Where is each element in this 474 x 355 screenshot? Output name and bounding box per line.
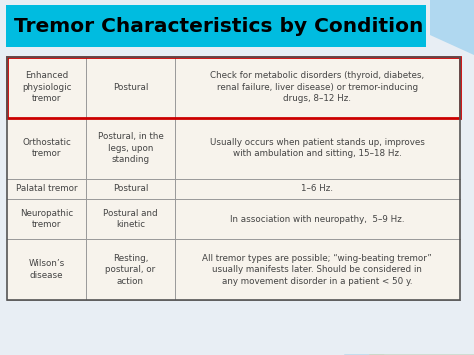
Text: Postural: Postural xyxy=(113,83,148,92)
Text: Orthostatic
tremor: Orthostatic tremor xyxy=(22,138,71,158)
Text: All tremor types are possible; “wing-beating tremor”
usually manifests later. Sh: All tremor types are possible; “wing-bea… xyxy=(202,254,432,285)
Text: Tremor Characteristics by Condition: Tremor Characteristics by Condition xyxy=(14,16,423,36)
Text: 1–6 Hz.: 1–6 Hz. xyxy=(301,184,333,193)
FancyBboxPatch shape xyxy=(6,5,426,47)
FancyBboxPatch shape xyxy=(7,57,460,118)
Text: Usually occurs when patient stands up, improves
with ambulation and sitting, 15–: Usually occurs when patient stands up, i… xyxy=(210,138,425,158)
Polygon shape xyxy=(430,0,474,55)
Text: Resting,
postural, or
action: Resting, postural, or action xyxy=(105,254,155,285)
FancyBboxPatch shape xyxy=(7,179,460,199)
Text: Neuropathic
tremor: Neuropathic tremor xyxy=(20,209,73,229)
Text: Enhanced
physiologic
tremor: Enhanced physiologic tremor xyxy=(22,71,72,103)
Text: Postural, in the
legs, upon
standing: Postural, in the legs, upon standing xyxy=(98,132,164,164)
FancyBboxPatch shape xyxy=(7,199,460,239)
Text: Check for metabolic disorders (thyroid, diabetes,
renal failure, liver disease) : Check for metabolic disorders (thyroid, … xyxy=(210,71,424,103)
FancyBboxPatch shape xyxy=(7,118,460,179)
Text: Wilson’s
disease: Wilson’s disease xyxy=(28,260,65,280)
Text: Palatal tremor: Palatal tremor xyxy=(16,184,77,193)
Text: In association with neuropathy,  5–9 Hz.: In association with neuropathy, 5–9 Hz. xyxy=(230,214,404,224)
FancyBboxPatch shape xyxy=(7,239,460,300)
Text: Postural: Postural xyxy=(113,184,148,193)
Text: Postural and
kinetic: Postural and kinetic xyxy=(103,209,158,229)
